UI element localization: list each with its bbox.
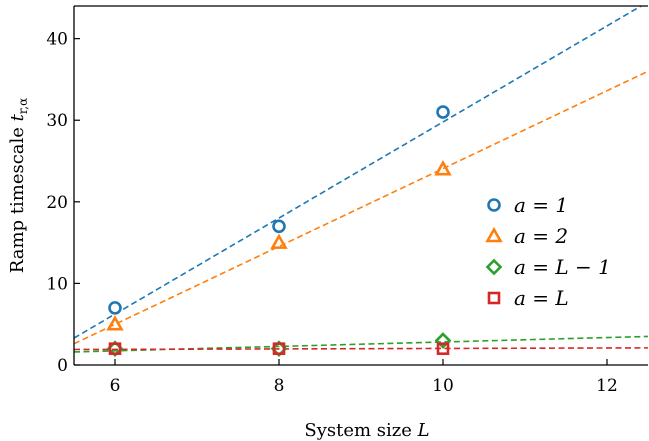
x-axis-label-symbol: L — [417, 420, 430, 441]
data-point-series-1 — [108, 301, 122, 315]
legend-marker-series-2 — [485, 226, 503, 243]
data-point-series-4 — [108, 342, 122, 355]
data-point-series-1 — [436, 105, 450, 119]
legend-marker-series-3 — [485, 258, 503, 276]
x-axis-label: System size L — [304, 420, 429, 441]
legend: a = 1 a = 2 a = L − 1 a = L — [485, 193, 611, 310]
x-tick-label: 6 — [110, 376, 121, 396]
fit-lines — [74, 6, 648, 353]
legend-label-series-4: a = L — [514, 286, 569, 310]
y-tick-label: 10 — [46, 274, 68, 294]
data-point-series-4 — [272, 342, 286, 355]
data-point-series-2 — [270, 233, 288, 249]
y-tick-label: 0 — [57, 356, 68, 376]
y-axis-label: Ramp timescale tr,α — [7, 98, 30, 273]
y-axis-label-text: Ramp timescale — [7, 121, 28, 273]
y-tick-label: 40 — [46, 30, 68, 50]
legend-marker-series-4 — [487, 291, 501, 305]
fit-line-series-1 — [74, 6, 643, 339]
fit-line-series-2 — [74, 70, 648, 345]
x-tick-label: 8 — [274, 376, 285, 396]
legend-label-series-1: a = 1 — [514, 193, 568, 217]
x-tick-label: 12 — [596, 376, 618, 396]
data-point-series-2 — [434, 160, 452, 176]
axes: 0 10 20 30 40 6 8 10 12 System size L Ramp timesca… — [7, 5, 648, 441]
data-point-series-2 — [106, 315, 124, 331]
data-markers — [106, 105, 452, 358]
y-axis-label-subscript: r,α — [16, 98, 30, 114]
legend-marker-series-1 — [487, 198, 501, 212]
x-tick-label: 10 — [432, 376, 454, 396]
y-axis-label-symbol: t — [7, 113, 28, 121]
y-tick-label: 20 — [46, 193, 68, 213]
fit-line-series-4 — [74, 347, 648, 351]
legend-label-series-2: a = 2 — [514, 224, 568, 248]
data-point-series-4 — [436, 342, 450, 355]
data-point-series-1 — [272, 219, 286, 234]
y-tick-label: 30 — [46, 111, 68, 131]
x-axis-label-text: System size — [304, 420, 417, 441]
data-point-series-3 — [434, 332, 452, 349]
legend-label-series-3: a = L − 1 — [514, 255, 611, 279]
